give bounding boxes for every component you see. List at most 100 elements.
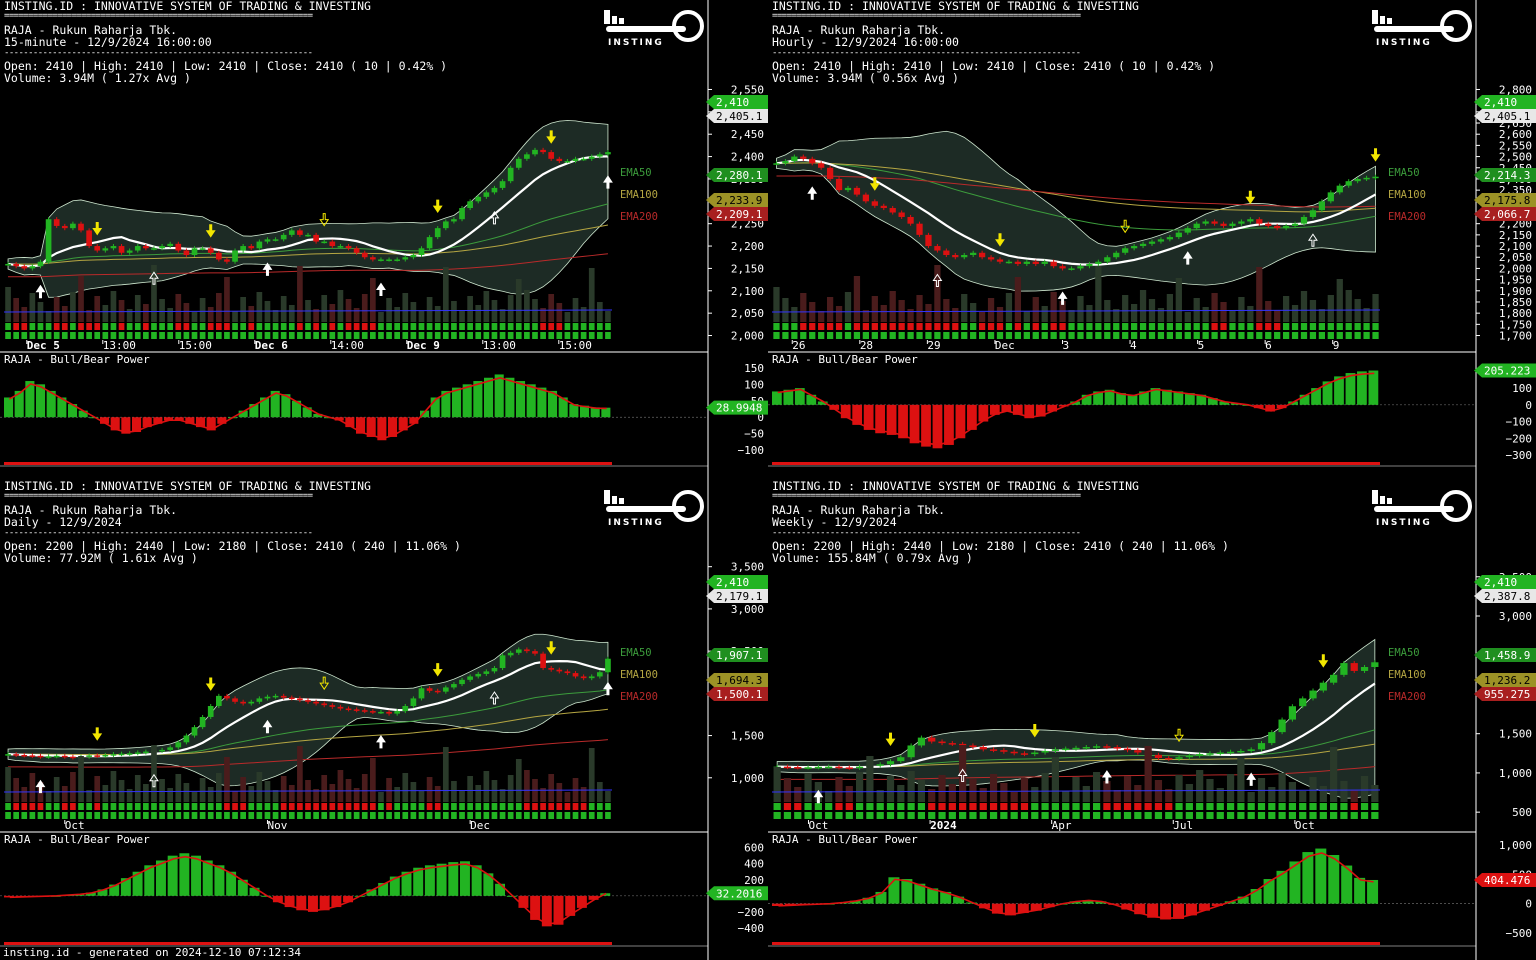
candle — [86, 755, 92, 757]
volume-marker — [118, 812, 125, 819]
volume-marker — [866, 803, 874, 810]
volume-marker — [1031, 803, 1039, 810]
x-tick-label: Jul — [1173, 819, 1193, 832]
candle — [175, 243, 182, 251]
volume-marker — [426, 323, 433, 330]
volume-marker — [572, 332, 579, 339]
volume-bar — [240, 297, 246, 322]
volume-bar — [934, 265, 941, 322]
indicator-bar — [909, 404, 920, 444]
indicator-bar — [588, 895, 599, 900]
indicator-bar — [109, 884, 120, 896]
volume-marker — [556, 812, 563, 819]
indicator-tick-label: −400 — [738, 922, 765, 935]
volume-bar — [361, 774, 368, 802]
volume-marker — [21, 803, 28, 810]
volume-bar — [29, 293, 36, 322]
volume-marker — [1372, 332, 1379, 339]
volume-avg-line — [3, 789, 613, 793]
ema200-line — [777, 766, 1375, 780]
candle — [880, 205, 887, 209]
volume-marker — [313, 812, 319, 819]
volume-marker — [943, 332, 950, 339]
ohlc-readout: Open: 2200 | High: 2440 | Low: 2180 | Cl… — [4, 539, 461, 553]
volume-marker — [1010, 812, 1018, 819]
candle — [515, 158, 522, 168]
indicator-bar — [153, 417, 163, 424]
volume-marker — [288, 803, 295, 810]
candle — [1202, 221, 1209, 224]
volume-marker — [61, 803, 68, 810]
volume-marker — [1268, 812, 1276, 819]
volume-bar — [491, 780, 498, 802]
chart-panel-hourly: 2,8002,7502,7002,6502,6002,5502,5002,450… — [768, 0, 1536, 480]
candle — [61, 755, 68, 758]
volume-marker — [53, 323, 60, 330]
volume-bar — [1144, 746, 1152, 802]
indicator-bar — [1070, 401, 1081, 405]
buy-arrow-icon — [376, 282, 386, 296]
volume-bar — [410, 782, 417, 802]
volume-marker — [5, 803, 11, 810]
volume-bar — [183, 783, 190, 802]
indicator-bar — [1173, 391, 1184, 405]
candle — [814, 766, 822, 769]
volume-marker — [321, 332, 328, 339]
volume-marker — [475, 812, 482, 819]
volume-marker — [70, 323, 76, 330]
volume-bar — [979, 788, 987, 802]
volume-bar — [835, 306, 843, 322]
volume-bar — [434, 786, 441, 802]
indicator-value-label: 404.476 — [1484, 874, 1530, 887]
buy-arrow-icon — [1182, 251, 1193, 265]
candle — [434, 228, 441, 238]
volume-marker — [426, 812, 433, 819]
volume-marker — [1165, 803, 1173, 810]
candle — [934, 246, 941, 251]
volume-bar — [1082, 786, 1090, 802]
candle — [1050, 261, 1057, 267]
volume-marker — [175, 332, 182, 339]
volume-marker — [232, 812, 238, 819]
candle — [1237, 750, 1245, 753]
volume-marker — [1336, 332, 1343, 339]
volume-bar — [53, 777, 60, 802]
indicator-bar — [436, 863, 447, 896]
indicator-strip — [772, 942, 1380, 945]
volume-bar — [321, 775, 328, 802]
volume-bar — [5, 287, 11, 322]
volume-marker — [886, 812, 895, 819]
indicator-bar — [214, 865, 225, 896]
volume-marker — [313, 803, 319, 810]
volume-marker — [1202, 332, 1209, 339]
volume-marker — [979, 812, 987, 819]
volume-marker — [1086, 323, 1093, 330]
volume-marker — [1237, 803, 1245, 810]
volume-marker — [434, 812, 441, 819]
bollinger-band — [7, 120, 609, 298]
indicator-bar — [1184, 393, 1195, 405]
volume-marker — [499, 323, 506, 330]
volume-marker — [102, 812, 109, 819]
volume-marker — [264, 332, 271, 339]
price-tag-label: 1,907.1 — [716, 649, 762, 662]
price-tag-label: 1,236.2 — [1484, 674, 1530, 687]
volume-marker — [835, 812, 843, 819]
volume-marker — [979, 803, 987, 810]
volume-marker — [917, 803, 926, 810]
buy-arrow-icon — [262, 262, 273, 276]
volume-marker — [1300, 323, 1308, 330]
ema-label: EMA50 — [620, 647, 652, 659]
price-tag-label: 955.275 — [1484, 688, 1530, 701]
volume-marker — [167, 812, 174, 819]
x-tick-label: 2024 — [930, 819, 957, 832]
sell-arrow-icon — [1245, 190, 1256, 205]
volume-bar — [410, 302, 417, 322]
ma-white-line — [777, 682, 1376, 769]
volume-marker — [961, 323, 968, 330]
candle — [1165, 758, 1173, 760]
volume-bar — [126, 309, 133, 322]
candle — [524, 154, 530, 159]
indicator-bar — [1368, 370, 1379, 405]
volume-marker — [907, 332, 914, 339]
